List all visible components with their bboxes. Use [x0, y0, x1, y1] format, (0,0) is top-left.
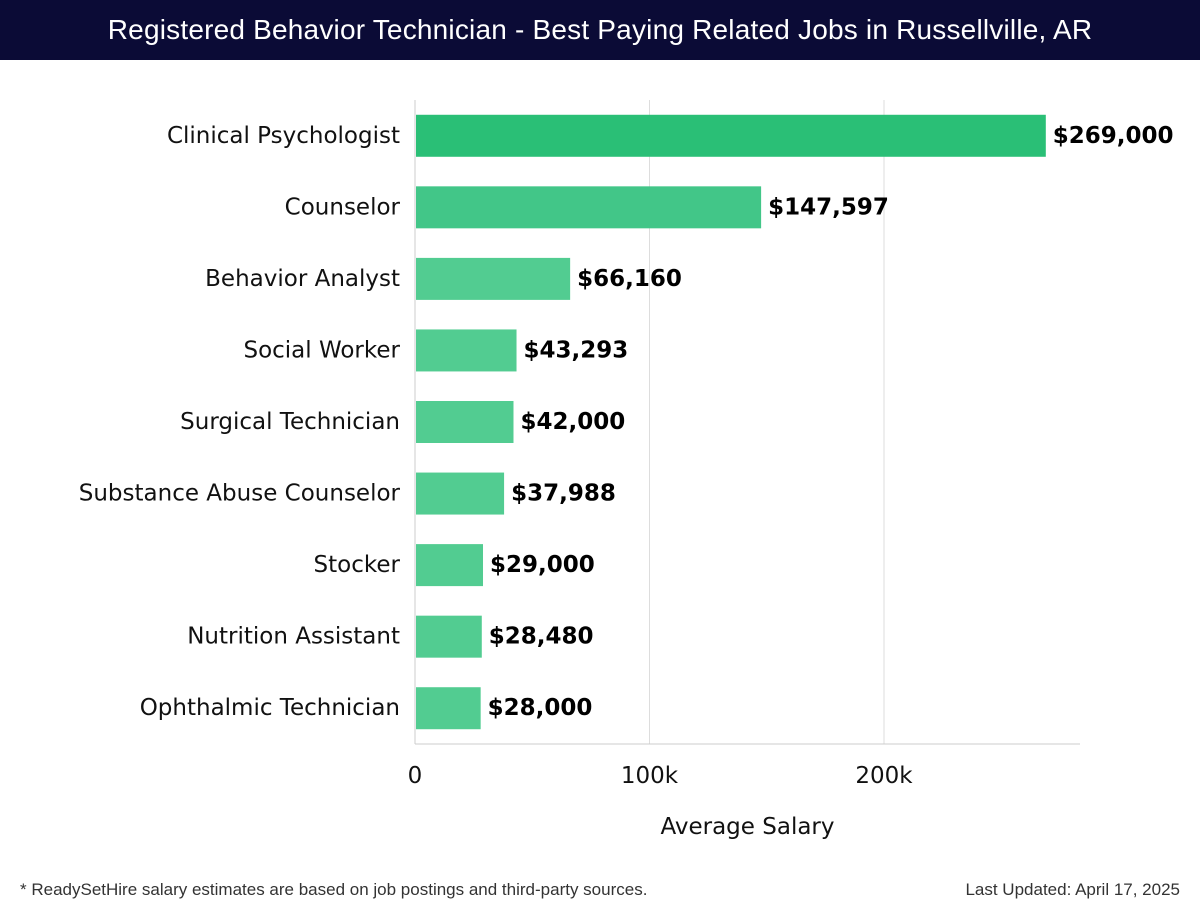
category-label-7: Stocker	[314, 552, 401, 578]
bar-1	[416, 114, 1046, 157]
category-label-6: Substance Abuse Counselor	[79, 481, 401, 507]
bar-8	[416, 615, 482, 658]
value-label-7: $29,000	[490, 552, 595, 578]
bar-7	[416, 544, 484, 587]
category-label-9: Ophthalmic Technician	[140, 695, 400, 721]
x-tick-label-1: 100k	[621, 763, 679, 789]
value-label-1: $269,000	[1053, 123, 1174, 149]
category-label-4: Social Worker	[243, 337, 400, 363]
category-label-8: Nutrition Assistant	[187, 624, 400, 650]
value-label-4: $43,293	[524, 337, 629, 363]
value-label-3: $66,160	[577, 266, 682, 292]
bar-9	[416, 687, 481, 730]
category-label-1: Clinical Psychologist	[167, 123, 400, 149]
category-label-5: Surgical Technician	[180, 409, 400, 435]
value-label-5: $42,000	[520, 409, 625, 435]
last-updated: Last Updated: April 17, 2025	[965, 880, 1180, 899]
salary-bar-chart: Clinical Psychologist $269,000 Counselor $1…	[79, 100, 1174, 840]
value-label-2: $147,597	[768, 194, 889, 220]
bar-3	[416, 257, 571, 300]
value-label-9: $28,000	[488, 695, 593, 721]
value-label-8: $28,480	[489, 624, 594, 650]
bar-2	[416, 186, 762, 229]
x-tick-label-2: 200k	[855, 763, 913, 789]
category-label-2: Counselor	[285, 194, 401, 220]
value-label-6: $37,988	[511, 481, 616, 507]
footer-note: * ReadySetHire salary estimates are base…	[20, 880, 648, 899]
x-tick-label-0: 0	[408, 763, 423, 789]
bar-5	[416, 401, 514, 443]
bar-6	[416, 472, 505, 515]
x-axis-label: Average Salary	[660, 814, 834, 840]
bar-4	[416, 329, 517, 372]
chart-title: Registered Behavior Technician - Best Pa…	[0, 0, 1200, 60]
category-label-3: Behavior Analyst	[205, 266, 400, 292]
